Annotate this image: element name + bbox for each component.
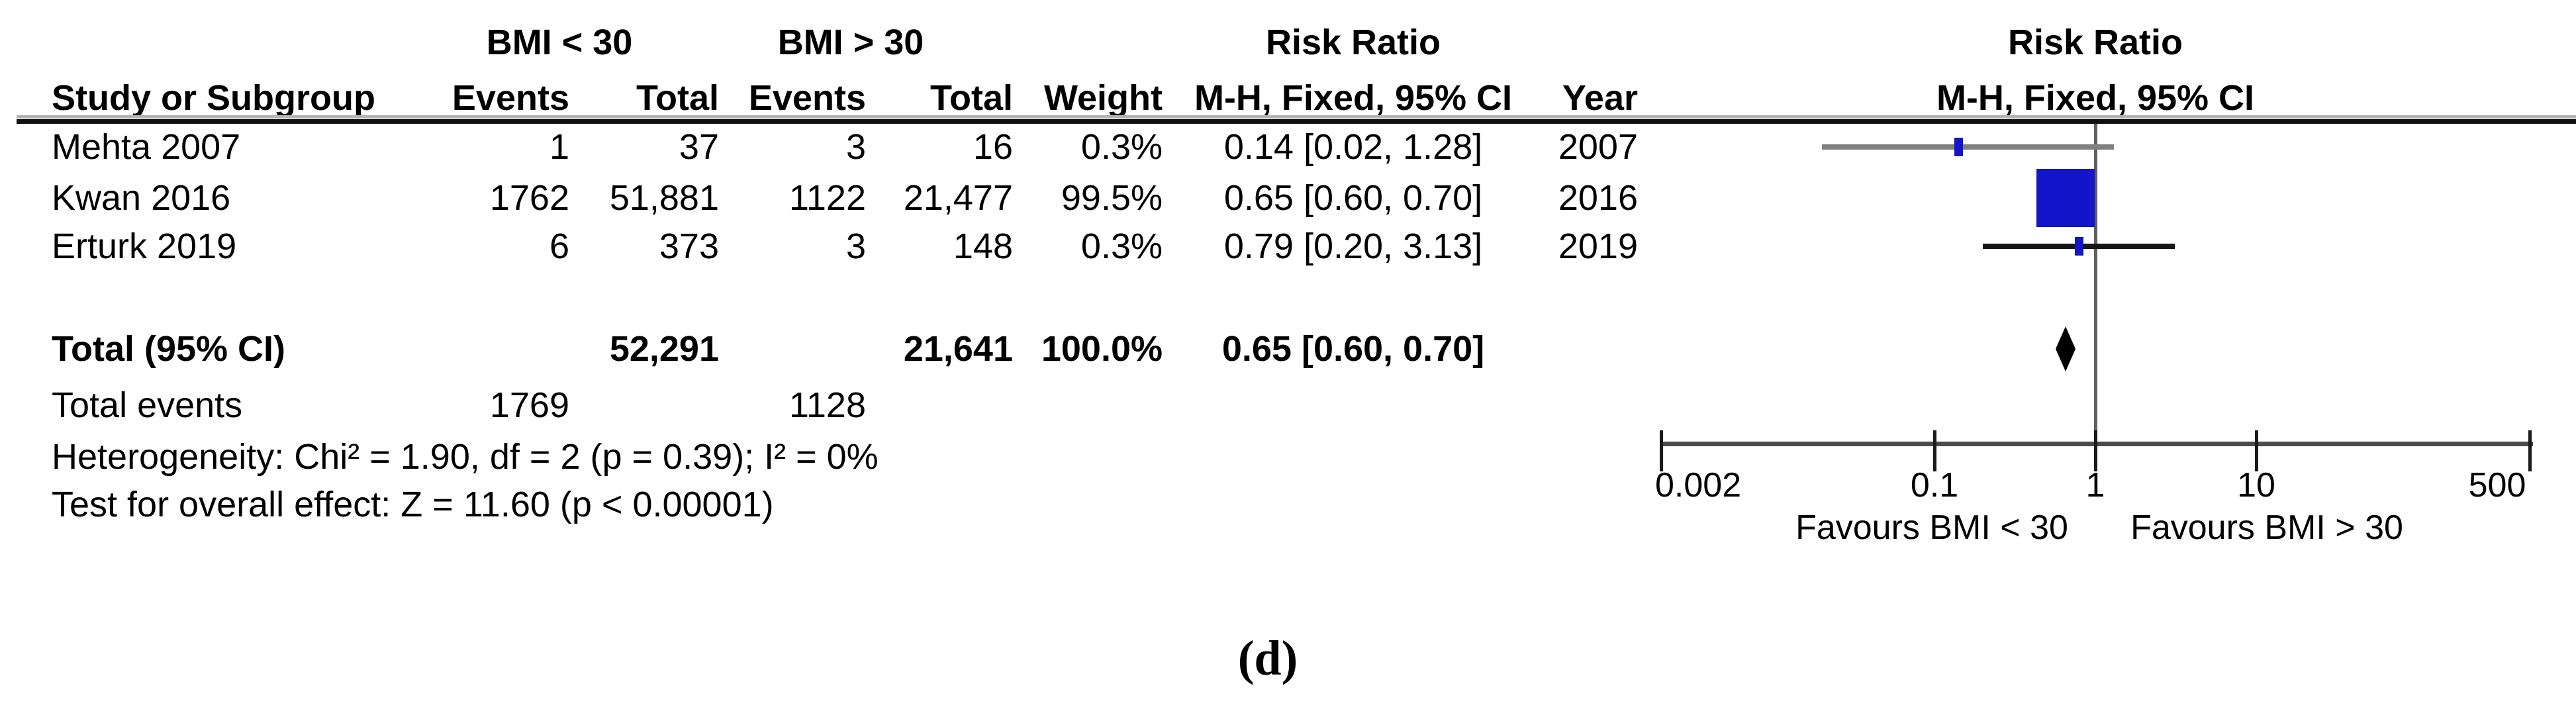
study-label: Mehta 2007 (52, 127, 241, 167)
weight-cell: 0.3% (1080, 127, 1163, 167)
study-label: Erturk 2019 (52, 226, 237, 266)
total2-sum: 21,641 (903, 329, 1013, 369)
col-header-method-ci: M-H, Fixed, 95% CI (1194, 78, 1513, 118)
header-separator-dark (17, 119, 2576, 124)
year-cell: 2016 (1558, 178, 1638, 218)
col-header-year: Year (1562, 78, 1638, 118)
rr-ci-cell: 0.14 [0.02, 1.28] (1223, 127, 1483, 167)
total2-cell: 148 (953, 226, 1013, 266)
total2-cell: 16 (973, 127, 1013, 167)
x-tick-0002 (1660, 430, 1663, 471)
col-header-study: Study or Subgroup (52, 78, 375, 118)
overall-rr-ci: 0.65 [0.60, 0.70] (1221, 329, 1485, 369)
x-tick-label-500: 500 (2468, 466, 2526, 505)
events1-cell: 1 (549, 127, 569, 167)
total-events1: 1769 (489, 385, 569, 425)
total1-cell: 51,881 (609, 178, 719, 218)
ci-line-mehta (1822, 144, 2114, 150)
year-cell: 2019 (1558, 226, 1638, 266)
col-header-total1: Total (636, 78, 719, 118)
rr-ci-cell: 0.79 [0.20, 3.13] (1223, 226, 1483, 266)
total-events2: 1128 (788, 385, 866, 425)
x-tick-01 (1933, 430, 1936, 471)
weight-cell: 99.5% (1061, 178, 1163, 218)
heterogeneity-stats: Heterogeneity: Chi² = 1.90, df = 2 (p = … (52, 437, 879, 477)
point-marker-erturk (2075, 237, 2083, 256)
total2-cell: 21,477 (903, 178, 1013, 218)
events2-cell: 3 (845, 226, 866, 266)
favours-right-label: Favours BMI > 30 (2130, 508, 2403, 547)
x-tick-label-0002: 0.002 (1655, 466, 1742, 505)
no-effect-line (2094, 124, 2097, 446)
total-events-label: Total events (52, 385, 243, 425)
favours-left-label: Favours BMI < 30 (1795, 508, 2068, 547)
figure-caption: (d) (1237, 631, 1298, 686)
group-header-bmi-lt-30: BMI < 30 (486, 23, 633, 62)
rr-ci-cell: 0.65 [0.60, 0.70] (1223, 178, 1483, 218)
overall-diamond (2056, 326, 2075, 371)
study-label: Kwan 2016 (52, 178, 231, 218)
total1-cell: 373 (659, 226, 719, 266)
year-cell: 2007 (1558, 127, 1638, 167)
x-tick-500 (2528, 430, 2532, 471)
col-header-method-ci-plot: M-H, Fixed, 95% CI (1936, 78, 2255, 118)
x-tick-1 (2094, 430, 2097, 471)
col-header-events2: Events (748, 78, 866, 118)
risk-ratio-table-header: Risk Ratio (1265, 23, 1441, 62)
total-row-label: Total (95% CI) (52, 329, 286, 369)
overall-effect-stats: Test for overall effect: Z = 11.60 (p < … (52, 485, 774, 524)
weight-sum: 100.0% (1041, 329, 1163, 369)
events2-cell: 3 (845, 127, 866, 167)
x-tick-label-01: 0.1 (1910, 466, 1959, 505)
x-tick-10 (2255, 430, 2258, 471)
x-tick-label-10: 10 (2237, 466, 2275, 505)
total1-cell: 37 (679, 127, 719, 167)
risk-ratio-plot-header: Risk Ratio (2007, 23, 2183, 62)
col-header-weight: Weight (1044, 78, 1163, 118)
point-marker-kwan (2036, 169, 2095, 227)
events1-cell: 6 (549, 226, 569, 266)
point-marker-mehta (1954, 138, 1963, 156)
col-header-total2: Total (930, 78, 1013, 118)
group-header-bmi-gt-30: BMI > 30 (777, 23, 924, 62)
col-header-events1: Events (452, 78, 569, 118)
header-separator-light (17, 115, 2576, 119)
events1-cell: 1762 (489, 178, 569, 218)
total1-sum: 52,291 (609, 329, 719, 369)
weight-cell: 0.3% (1080, 226, 1163, 266)
x-tick-label-1: 1 (2085, 466, 2105, 505)
events2-cell: 1122 (788, 178, 866, 218)
